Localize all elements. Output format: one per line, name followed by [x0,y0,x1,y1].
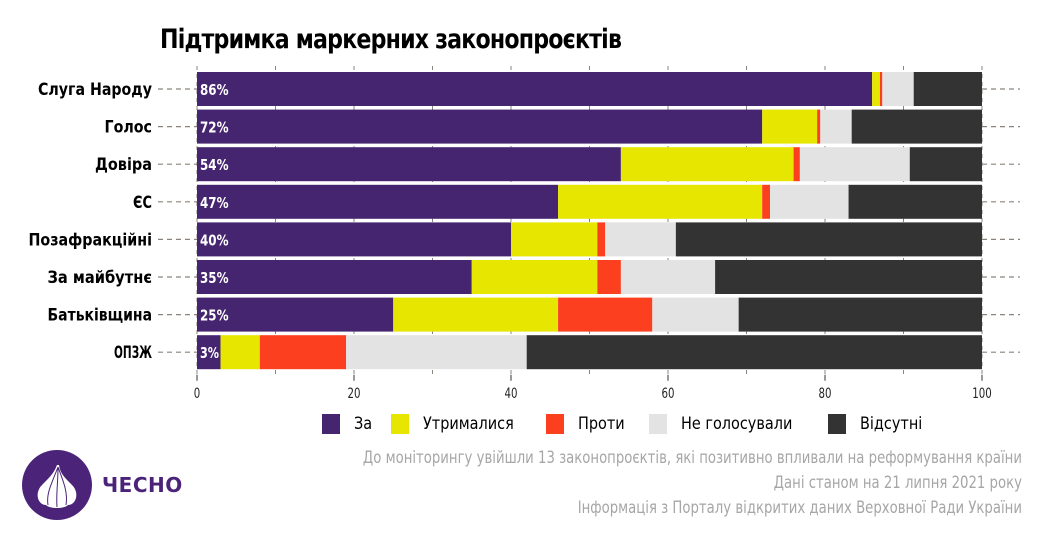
bar-segment [197,72,873,106]
bar-segment [197,109,763,144]
bar-segment [511,222,598,257]
bar-segment [762,184,771,219]
legend-swatch-za [322,414,340,434]
footer-line-monitoring: До моніторингу увійшли 13 законопроєктів… [362,448,1022,468]
x-tick-label: 40 [505,386,518,402]
legend-label: За [354,414,373,434]
bar-segment [393,297,559,332]
bar-segment [197,222,511,257]
bar-segment [471,260,598,294]
bar-segment [197,184,559,219]
category-label: ОПЗЖ [114,343,152,363]
x-tick-label: 20 [348,386,361,402]
legend-label: Утрималися [423,414,515,434]
bar-segment [197,260,472,294]
bar-segment [913,72,982,106]
bar-segment [605,222,676,257]
x-tick-label: 0 [194,386,201,402]
bar-segment [526,335,982,370]
bar-value-label: 47% [200,194,229,212]
footer-notes: До моніторингу увійшли 13 законопроєктів… [177,446,1022,521]
footer-line-date: Дані станом на 21 липня 2021 року [773,473,1022,493]
legend-label: Не голосували [681,414,793,434]
category-label: Батьківщина [48,306,153,326]
bar-segment [770,184,849,219]
chart-title: Підтримка маркерних законопроєктів [160,24,622,55]
bar-segment [558,297,653,332]
bar-segment [220,335,260,370]
category-label: Позафракційні [29,230,153,250]
legend-item-abstained: Утрималися [391,414,530,434]
x-tick-label: 100 [972,386,992,402]
bar-segment [715,260,982,294]
bar-value-label: 54% [200,156,229,174]
legend-item-za: За [322,414,375,434]
legend-item-against: Проти [546,414,633,434]
bar-segment [762,109,818,144]
footer-line-source: Інформація з Порталу відкритих даних Вер… [577,498,1022,518]
bar-segment [848,184,982,219]
bar-segment [817,109,821,144]
category-label: ЄС [133,193,152,213]
bar-value-label: 40% [200,231,229,249]
bar-segment [882,72,914,106]
legend-swatch-abstained [391,414,410,434]
x-tick-label: 60 [662,386,675,402]
bar-value-label: 35% [200,269,229,287]
bar-segment [259,335,347,370]
logo-text: ЧЕСНО [102,473,183,497]
legend-label: Відсутні [860,414,923,434]
bar-segment [872,72,880,106]
legend-swatch-absent [828,414,847,434]
bar-segment [675,222,982,257]
legend: За Утрималися Проти Не голосували Відсут… [322,414,949,434]
bar-value-label: 86% [200,81,229,99]
bar-segment [652,297,739,332]
bar-segment [197,297,394,332]
category-label: Довіра [95,155,152,175]
bar-value-label: 72% [200,119,229,137]
bar-value-label: 25% [200,307,229,325]
x-tick-label: 80 [819,386,832,402]
category-label: Слуга Народу [38,80,152,100]
bar-segment [597,222,606,257]
bar-segment [558,184,763,219]
bar-segment [851,109,982,144]
bar-segment [346,335,527,370]
bar-segment [597,260,621,294]
bar-segment [197,335,221,370]
chesno-logo: ЧЕСНО [22,450,183,520]
bar-segment [620,260,716,294]
category-label: Голос [105,118,153,138]
garlic-icon [22,450,92,520]
bar-segment [738,297,982,332]
bar-value-label: 3% [200,344,219,362]
bar-segment [909,147,982,182]
bar-segment [197,147,621,182]
legend-label: Проти [578,414,625,434]
legend-item-not-voted: Не голосували [649,414,812,434]
category-label: За майбутнє [48,268,153,288]
bar-segment [879,72,883,106]
stacked-bar-chart: Слуга Народу 86% Голос 72% Довіра 54% ЄС 47% Поз… [29,66,1020,402]
legend-swatch-not-voted [649,414,668,434]
bar-segment [799,147,910,182]
bar-segment [620,147,794,182]
legend-item-absent: Відсутні [828,414,933,434]
legend-swatch-against [546,414,565,434]
bar-segment [820,109,852,144]
bar-segment [793,147,800,182]
